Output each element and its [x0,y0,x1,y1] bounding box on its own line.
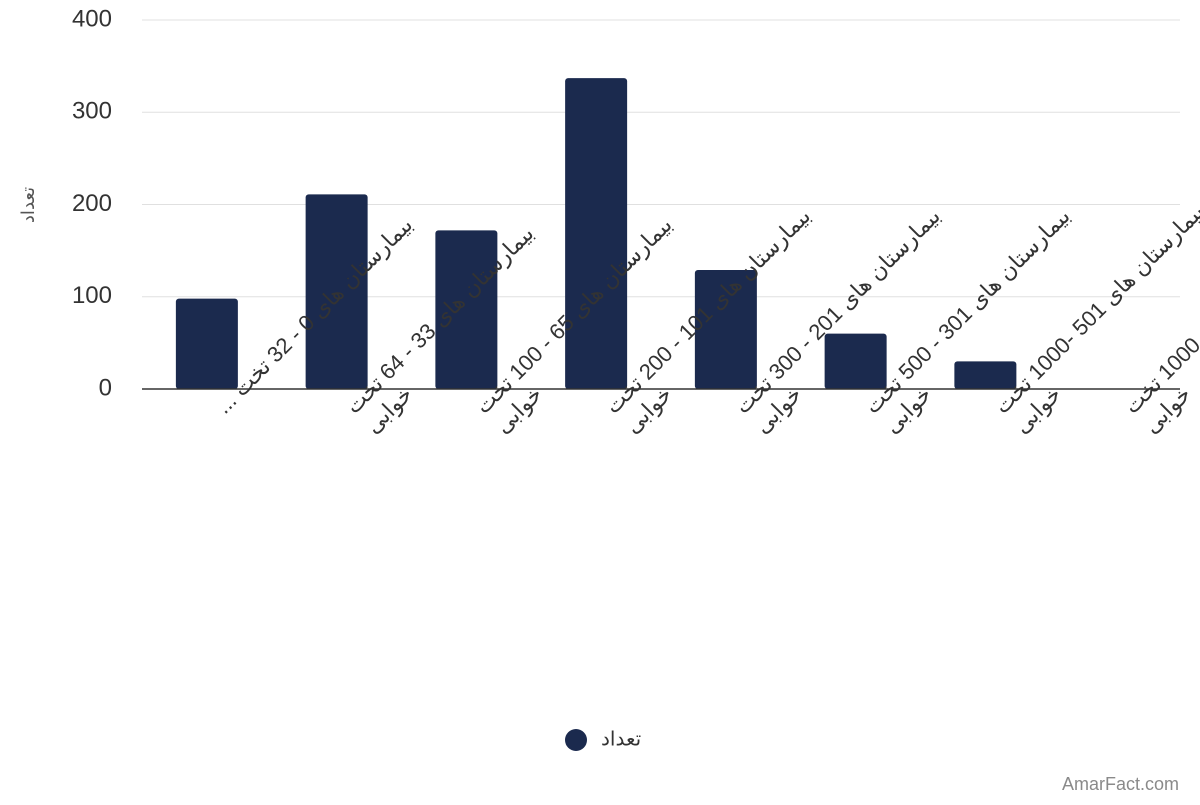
legend-marker [565,729,587,751]
y-tick-label: 0 [99,374,112,401]
y-tick-label: 300 [72,98,112,125]
bar[interactable] [175,298,238,389]
bars [175,78,1017,390]
site-credit: AmarFact.com [1061,774,1179,794]
y-axis-ticks: 0 100 200 300 400 [72,5,112,401]
bar[interactable] [954,361,1017,389]
legend[interactable]: تعداد [565,728,641,751]
bar[interactable] [694,269,757,389]
y-tick-label: 400 [72,5,112,32]
bar[interactable] [435,230,498,389]
legend-label: تعداد [601,728,641,750]
bar[interactable] [565,78,628,390]
y-tick-label: 100 [72,282,112,309]
bar[interactable] [824,333,887,389]
y-axis-label: تعداد [18,187,38,223]
bar[interactable] [305,194,368,389]
y-tick-label: 200 [72,190,112,217]
